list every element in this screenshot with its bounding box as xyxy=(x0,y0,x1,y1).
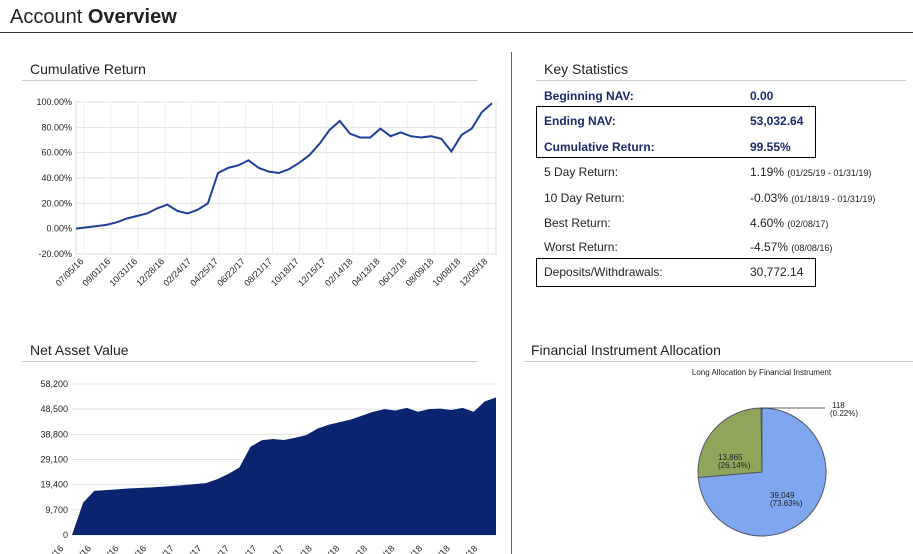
y-tick-label: 58,200 xyxy=(40,379,68,389)
best-return-amount: 4.60% xyxy=(750,216,785,230)
column-divider xyxy=(511,52,512,554)
y-tick-label: 29,100 xyxy=(40,455,68,465)
x-tick-label: 06/12/18 xyxy=(377,256,409,288)
x-tick-label: 08/09/18 xyxy=(404,256,436,288)
x-tick-label: /18 xyxy=(353,543,369,554)
beginning-nav-label: Beginning NAV: xyxy=(544,89,634,103)
x-tick-label: 07/05/16 xyxy=(54,256,86,288)
page-title: Account Overview xyxy=(10,6,177,29)
x-tick-label: 10/31/16 xyxy=(107,256,139,288)
x-tick-label: /16 xyxy=(49,543,65,554)
pie-label-value: 39,049 xyxy=(770,491,795,500)
ending-nav-value: 53,032.64 xyxy=(750,114,804,128)
x-tick-label: /17 xyxy=(243,543,259,554)
x-tick-label: 02/14/18 xyxy=(323,256,355,288)
ten-day-return-range: (01/18/19 - 01/31/19) xyxy=(791,194,876,204)
five-day-return-label: 5 Day Return: xyxy=(544,165,619,179)
net-asset-value-chart: 58,200 48,500 38,800 29,100 19,400 9,700 0/16 /… xyxy=(40,379,496,554)
deposits-withdrawals-value: 30,772.14 xyxy=(750,265,804,279)
best-return-value: 4.60% (02/08/17) xyxy=(750,216,828,230)
worst-return-date: (08/08/16) xyxy=(791,243,833,253)
x-tick-label: /16 xyxy=(105,543,121,554)
x-tick-label: /17 xyxy=(187,543,203,554)
x-tick-label: 12/28/16 xyxy=(134,256,166,288)
x-tick-label: 09/01/16 xyxy=(80,256,112,288)
x-tick-label: 12/05/18 xyxy=(458,256,490,288)
pie-label-pct: (26.14%) xyxy=(718,461,751,470)
y-tick-label: -20.00% xyxy=(38,249,72,259)
key-statistics-rule xyxy=(536,80,906,81)
five-day-return-amount: 1.19% xyxy=(750,165,785,179)
ending-nav-highlight-box xyxy=(536,106,816,158)
cumulative-return-stat-value: 99.55% xyxy=(750,140,791,154)
x-tick-label: /17 xyxy=(270,543,286,554)
best-return-label: Best Return: xyxy=(544,216,611,230)
page-title-prefix: Account xyxy=(10,6,83,28)
pie-slice-13865 xyxy=(697,407,763,479)
x-tick-label: /18 xyxy=(298,543,314,554)
y-tick-label: 20.00% xyxy=(41,198,72,208)
allocation-subtitle: Long Allocation by Financial Instrument xyxy=(691,368,832,377)
x-tick-label: 08/21/17 xyxy=(242,256,274,288)
x-tick-label: /16 xyxy=(132,543,148,554)
net-asset-value-area xyxy=(72,397,496,535)
worst-return-amount: -4.57% xyxy=(750,240,789,254)
y-tick-label: 48,500 xyxy=(40,404,68,414)
x-tick-label: 10/08/18 xyxy=(431,256,463,288)
cumulative-return-chart: 100.00% 80.00% 60.00% 40.00% 20.00% 0.00% -20.… xyxy=(36,97,497,288)
y-tick-label: 40.00% xyxy=(41,173,72,183)
x-tick-label: /18 xyxy=(325,543,341,554)
cumulative-return-title: Cumulative Return xyxy=(30,61,146,77)
five-day-return-value: 1.19% (01/25/19 - 01/31/19) xyxy=(750,165,871,179)
x-tick-label: /17 xyxy=(215,543,231,554)
allocation-rule xyxy=(524,361,913,362)
pie-label-pct: (73.63%) xyxy=(770,499,803,508)
x-tick-label: /18 xyxy=(463,543,479,554)
y-tick-label: 9,700 xyxy=(45,505,68,515)
deposits-withdrawals-label: Deposits/Withdrawals: xyxy=(544,265,663,279)
y-tick-label: 60.00% xyxy=(41,148,72,158)
x-tick-label: 02/24/17 xyxy=(161,256,193,288)
allocation-pie-chart: 39,049(73.63%) 13,865(26.14%) 118(0.22%) xyxy=(697,401,858,537)
net-asset-value-title: Net Asset Value xyxy=(30,342,129,358)
x-tick-label: 06/22/17 xyxy=(215,256,247,288)
title-rule xyxy=(0,32,913,33)
cumulative-return-series xyxy=(75,102,493,230)
x-tick-label: 10/18/17 xyxy=(269,256,301,288)
ending-nav-label: Ending NAV: xyxy=(544,114,616,128)
y-tick-label: 100.00% xyxy=(36,97,72,107)
five-day-return-range: (01/25/19 - 01/31/19) xyxy=(787,168,872,178)
worst-return-value: -4.57% (08/08/16) xyxy=(750,240,832,254)
ten-day-return-value: -0.03% (01/18/19 - 01/31/19) xyxy=(750,191,875,205)
x-tick-label: /16 xyxy=(77,543,93,554)
x-tick-label: 12/15/17 xyxy=(296,256,328,288)
y-tick-label: 0 xyxy=(63,530,68,540)
key-statistics-title: Key Statistics xyxy=(544,61,629,77)
y-tick-label: 80.00% xyxy=(41,122,72,132)
x-tick-label: /18 xyxy=(408,543,424,554)
y-tick-label: 38,800 xyxy=(40,429,68,439)
y-tick-label: 19,400 xyxy=(40,480,68,490)
pie-label-value: 118 xyxy=(832,401,845,410)
y-tick-label: 0.00% xyxy=(46,224,72,234)
pie-label-value: 13,865 xyxy=(718,453,743,462)
pie-label-pct: (0.22%) xyxy=(830,409,858,418)
beginning-nav-value: 0.00 xyxy=(750,89,774,103)
cumulative-return-rule xyxy=(22,80,477,81)
net-asset-value-rule xyxy=(22,361,477,362)
ten-day-return-label: 10 Day Return: xyxy=(544,191,625,205)
page-title-bold: Overview xyxy=(87,6,177,28)
x-tick-label: 04/25/17 xyxy=(188,256,220,288)
allocation-title: Financial Instrument Allocation xyxy=(531,342,721,358)
deposits-highlight-box xyxy=(536,258,816,287)
x-tick-label: 04/13/18 xyxy=(350,256,382,288)
x-tick-label: /18 xyxy=(381,543,397,554)
worst-return-label: Worst Return: xyxy=(544,240,618,254)
x-tick-label: /18 xyxy=(436,543,452,554)
x-tick-label: /17 xyxy=(160,543,176,554)
pie-leader-line xyxy=(761,407,825,410)
ten-day-return-amount: -0.03% xyxy=(750,191,789,205)
cumulative-return-stat-label: Cumulative Return: xyxy=(544,140,655,154)
best-return-date: (02/08/17) xyxy=(787,219,829,229)
